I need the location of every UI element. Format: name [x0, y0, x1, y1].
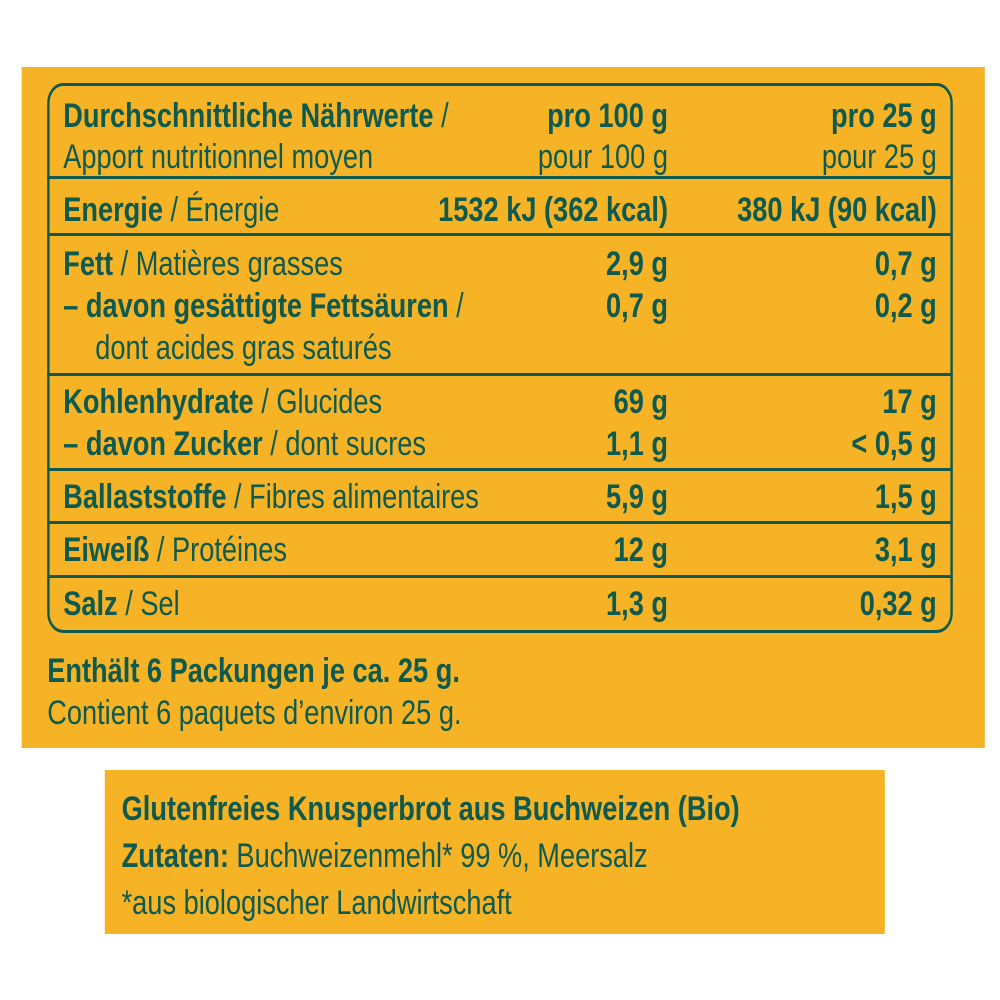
row-energy-25g: 380 kJ (90 kcal) — [737, 191, 937, 229]
divider — [47, 373, 953, 376]
package-info-fr: Contient 6 paquets d’environ 25 g. — [47, 694, 462, 732]
ingredients-panel — [104, 770, 885, 934]
row-carbs-25g: 17 g — [882, 383, 937, 421]
row-sugar-25g: < 0,5 g — [851, 425, 937, 463]
row-fibre-25g: 1,5 g — [874, 478, 937, 516]
col2-header-fr: pour 25 g — [821, 138, 937, 176]
row-sugar-label: – davon Zucker / dont sucres — [63, 425, 427, 463]
row-protein-100g: 12 g — [613, 531, 668, 569]
nutrition-panel — [21, 67, 985, 748]
col1-header: pro 100 g — [547, 97, 668, 135]
row-protein-label: Eiweiß / Protéines — [63, 531, 287, 569]
row-salt-25g: 0,32 g — [859, 585, 937, 623]
header-de: Durchschnittliche Nährwerte / — [63, 97, 449, 135]
divider — [47, 468, 953, 471]
row-fibre-100g: 5,9 g — [606, 478, 668, 516]
row-fibre-label: Ballaststoffe / Fibres alimentaires — [63, 478, 479, 516]
divider — [47, 233, 953, 236]
header-fr: Apport nutritionnel moyen — [63, 138, 374, 176]
row-saturated-label: – davon gesättigte Fettsäuren / — [63, 287, 464, 325]
row-energy-label: Energie / Énergie — [63, 191, 280, 229]
row-saturated-25g: 0,2 g — [874, 287, 937, 325]
row-carbs-label: Kohlenhydrate / Glucides — [63, 383, 383, 421]
col1-header-fr: pour 100 g — [537, 138, 668, 176]
product-title: Glutenfreies Knusperbrot aus Buchweizen … — [121, 790, 740, 828]
row-fat-25g: 0,7 g — [874, 245, 937, 283]
row-saturated-100g: 0,7 g — [606, 287, 668, 325]
row-protein-25g: 3,1 g — [874, 531, 937, 569]
row-sugar-100g: 1,1 g — [606, 425, 668, 463]
row-fat-label: Fett / Matières grasses — [63, 245, 343, 283]
divider — [47, 575, 953, 578]
row-saturated-fr: dont acides gras saturés — [95, 329, 392, 367]
row-carbs-100g: 69 g — [613, 383, 668, 421]
ingredients-list: Zutaten: Buchweizenmehl* 99 %, Meersalz — [121, 837, 648, 875]
row-salt-label: Salz / Sel — [63, 585, 180, 623]
organic-note: *aus biologischer Landwirtschaft — [121, 884, 512, 922]
nutrition-table — [47, 83, 953, 633]
row-fat-100g: 2,9 g — [606, 245, 668, 283]
row-salt-100g: 1,3 g — [606, 585, 668, 623]
divider — [47, 176, 953, 179]
divider — [47, 521, 953, 524]
col2-header: pro 25 g — [831, 97, 937, 135]
row-energy-100g: 1532 kJ (362 kcal) — [438, 191, 668, 229]
package-info-de: Enthält 6 Packungen je ca. 25 g. — [47, 652, 460, 690]
